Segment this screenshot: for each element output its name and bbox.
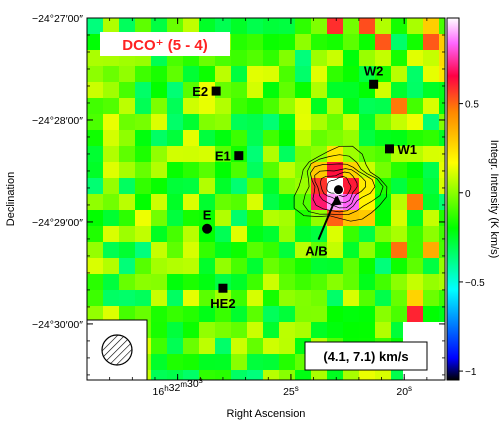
plot-frame xyxy=(86,17,446,381)
beam-ellipse xyxy=(101,334,133,366)
y-tick-label: −24°30′00″ xyxy=(32,319,83,331)
y-axis-label: Declination xyxy=(5,172,17,226)
source-marker-e2 xyxy=(211,86,221,96)
x-tick-label: 16h32m30s xyxy=(153,376,203,398)
source-arrowhead-ab xyxy=(330,195,342,206)
source-marker-w1 xyxy=(384,144,394,154)
colorbar-tick-label: 0 xyxy=(465,189,471,200)
beam-box xyxy=(86,319,148,381)
velocity-range-label: (4.1, 7.1) km/s xyxy=(323,349,408,364)
intensity-contours xyxy=(293,145,388,222)
y-tick-label: −24°27′00″ xyxy=(32,13,83,25)
axes: −24°27′00″ −24°28′00″ −24°29′00″ −24°30′00″… xyxy=(32,13,445,398)
colorbar-tick-label: −0.5 xyxy=(465,278,485,289)
source-markers: W2 E2 E1 W1 A/B E HE2 xyxy=(192,63,417,311)
velocity-box: (4.1, 7.1) km/s xyxy=(304,341,428,371)
source-label-w2: W2 xyxy=(364,63,384,78)
colorbar-tick-label: 0.5 xyxy=(465,100,479,111)
x-tick-label: 25s xyxy=(283,384,299,398)
colorbar-ticks: 0.5 0 −0.5 −1 xyxy=(459,100,485,378)
intensity-pixels xyxy=(87,18,445,380)
source-label-e: E xyxy=(203,208,212,223)
chart-title: DCO⁺ (5 - 4) xyxy=(122,37,207,54)
source-marker-e xyxy=(202,223,213,234)
source-marker-e1 xyxy=(234,151,244,161)
colorbar xyxy=(446,17,460,381)
source-label-e2: E2 xyxy=(192,84,208,99)
source-label-he2: HE2 xyxy=(210,296,235,311)
title-box: DCO⁺ (5 - 4) xyxy=(100,32,230,56)
source-label-ab: A/B xyxy=(305,244,327,259)
source-label-w1: W1 xyxy=(397,142,417,157)
y-tick-label: −24°29′00″ xyxy=(32,217,83,229)
source-marker-w2 xyxy=(369,79,379,89)
colorbar-label: Integr. Intensity (K km/s) xyxy=(488,140,500,259)
y-tick-label: −24°28′00″ xyxy=(32,115,83,127)
colorbar-tick-label: −1 xyxy=(465,367,477,378)
source-label-e1: E1 xyxy=(215,149,231,164)
x-tick-label: 20s xyxy=(396,384,412,398)
source-marker-he2 xyxy=(218,283,228,293)
source-marker-ab xyxy=(333,184,345,196)
x-axis-label: Right Ascension xyxy=(227,408,306,420)
